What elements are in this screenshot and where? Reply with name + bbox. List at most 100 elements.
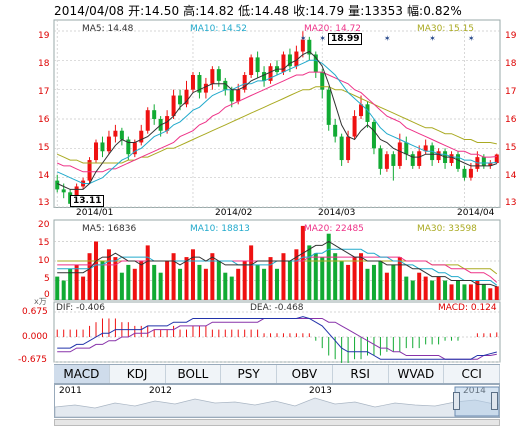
price-ma10-line [56,59,497,184]
volume-bar [152,264,157,300]
price-ma5-line [56,50,497,190]
price-ma30-label: MA30: 15.15 [417,24,475,34]
tab-macd[interactable]: MACD [54,365,110,383]
price-y-tick-right: 15 [505,143,517,153]
tab-cci[interactable]: CCI [444,365,500,383]
volume-bar [320,257,325,300]
price-y-tick: 15 [38,143,50,153]
candle-body [326,89,331,125]
tab-rsi[interactable]: RSI [333,365,389,383]
event-marker-icon: ✶ [300,34,307,43]
volume-bar [339,261,344,300]
nav-year: 2011 [59,386,82,396]
price-y-tick: 18 [38,59,50,69]
dif-line [57,316,497,360]
macd-y-tick: 0.000 [22,332,48,342]
volume-bar [126,264,131,300]
price-y-tick-right: 13 [505,198,517,208]
volume-bar [100,261,105,300]
volume-bar [417,272,422,300]
candle-body [94,142,99,161]
vol-ma5-label: MA5: 16836 [82,224,137,234]
macd-frame [53,301,501,363]
nav-right-handle[interactable] [491,392,498,410]
candle-body [210,69,215,84]
candle-body [242,75,247,90]
volume-bar [145,245,150,300]
volume-bar [430,280,435,300]
volume-bar [158,272,163,300]
vol-y-tick: 5 [44,274,50,284]
candle-body [359,104,364,117]
volume-bar [94,241,99,300]
vol-y-tick: 15 [38,238,50,248]
price-ma20-line [56,71,497,173]
volume-bar [443,280,448,300]
volume-bar [300,225,305,300]
stock-chart[interactable]: ✶ ✶ ✶ ✶ ✶ [0,0,524,364]
event-marker-icon: ✶ [468,34,475,43]
volume-bar [449,284,454,300]
price-candles: ✶ ✶ ✶ ✶ ✶ [55,31,499,205]
candle-body [126,139,131,155]
tab-boll[interactable]: BOLL [166,365,222,383]
volume-bar [87,253,92,300]
volume-bar [197,264,202,300]
price-frame [53,19,501,208]
candle-body [468,168,473,178]
volume-bar [287,261,292,300]
candle-body [294,51,299,67]
tab-kdj[interactable]: KDJ [110,365,166,383]
time-range-navigator[interactable]: 2011 2012 2013 2014 [54,384,500,418]
candle-body [384,154,389,169]
candle-body [397,142,402,166]
candle-body [132,142,137,155]
event-marker-icon: ✶ [384,34,391,43]
volume-bar [139,261,144,300]
candle-body [339,136,344,161]
macd-y-tick: -0.675 [18,355,48,365]
price-x-tick: 2014/04 [457,208,495,218]
volume-bar [203,268,208,300]
price-y-tick-right: 18 [505,59,517,69]
price-ma20-label: MA20: 14.72 [304,24,362,34]
tab-psy[interactable]: PSY [221,365,277,383]
volume-bar [68,268,73,300]
nav-scrollbar[interactable] [54,419,500,426]
candle-body [307,39,312,55]
candle-body [365,104,370,122]
candle-body [152,110,157,119]
price-x-tick: 2014/01 [76,208,114,218]
candle-body [320,72,325,90]
candle-body [178,95,183,105]
volume-bar [423,276,428,300]
tab-obv[interactable]: OBV [277,365,333,383]
volume-ma5-line [57,240,497,288]
candle-body [223,80,228,90]
volume-bar [455,280,460,300]
volume-bar [262,268,267,300]
tab-wvad[interactable]: WVAD [389,365,445,383]
volume-bar [74,264,79,300]
candle-body [55,180,60,190]
price-ma10-label: MA10: 14.52 [190,24,248,34]
nav-left-handle[interactable] [453,392,460,410]
price-grid [53,19,501,208]
nav-overview [55,386,499,417]
price-y-tick-right: 14 [505,171,517,181]
candle-body [216,69,221,81]
volume-bar [365,268,370,300]
vol-ma30-label: MA30: 33598 [417,224,477,234]
candle-body [87,160,92,181]
volume-bar [475,280,480,300]
candle-body [300,39,305,52]
volume-bar [352,257,357,300]
volume-bar [119,272,124,300]
candle-body [371,121,376,149]
candle-body [455,154,460,169]
candle-body [352,116,357,137]
volume-bar [178,268,183,300]
dif-label: DIF: -0.406 [56,303,105,313]
price-y-tick-right: 17 [505,87,517,97]
vol-y-tick: 20 [38,220,50,230]
